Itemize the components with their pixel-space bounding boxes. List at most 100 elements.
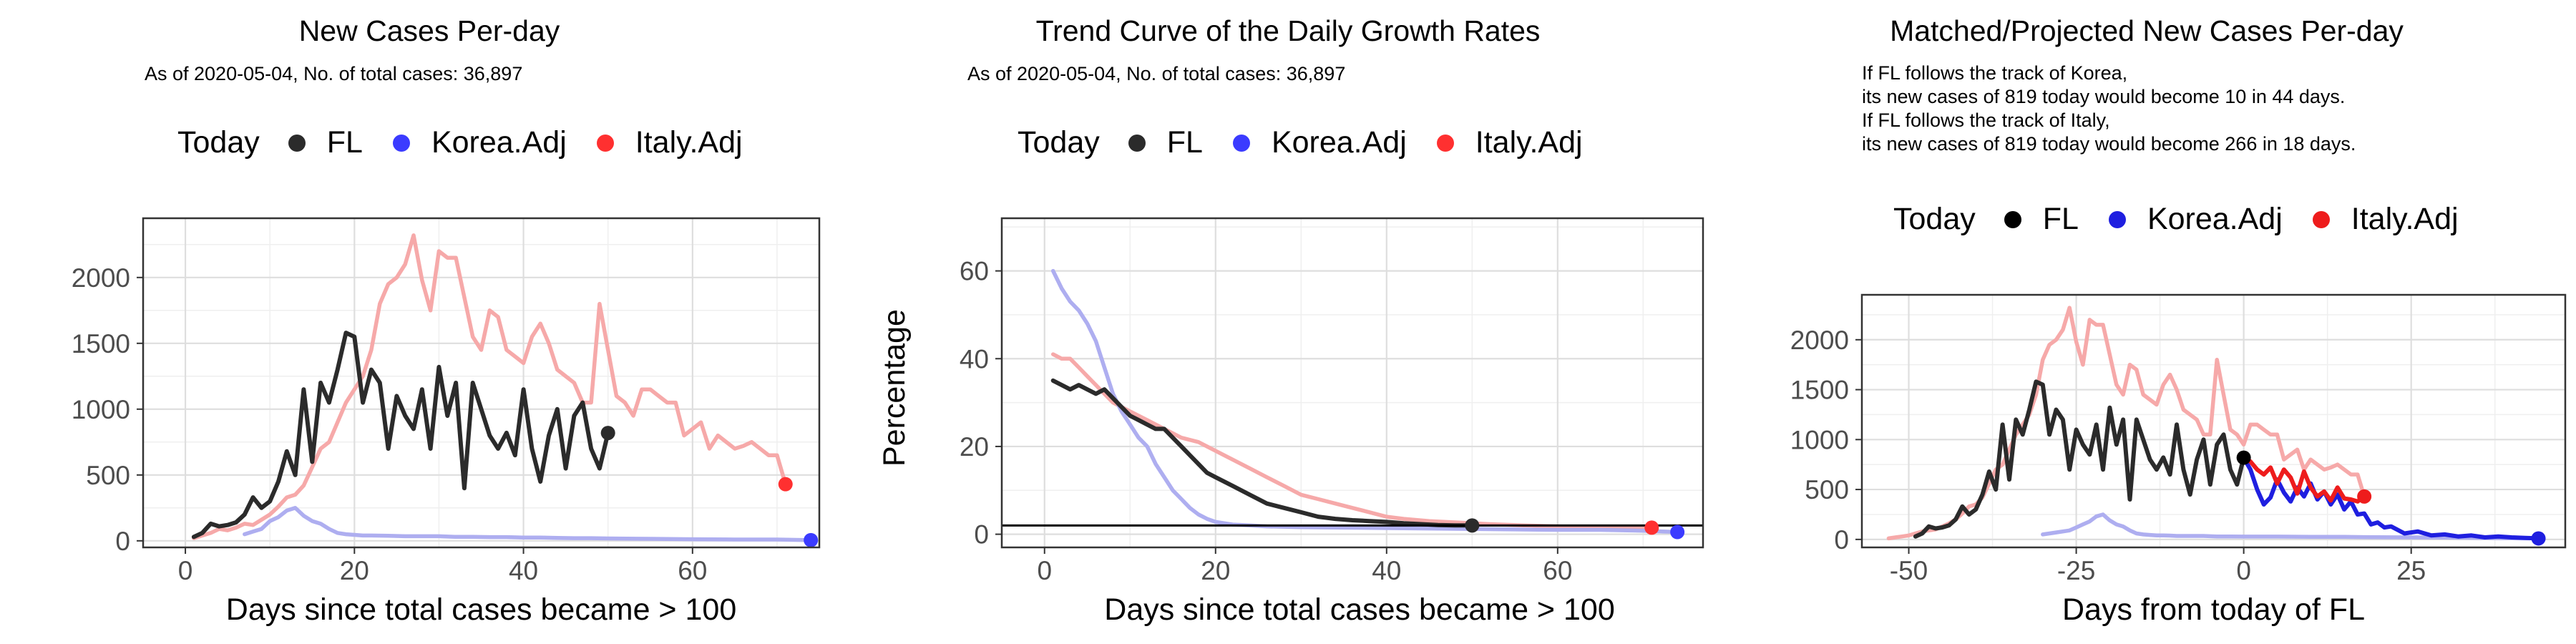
chart-title: Matched/Projected New Cases Per-day <box>1890 14 2404 47</box>
legend-label-fl: FL <box>1166 125 1203 160</box>
legend-dot-fl <box>2004 210 2021 228</box>
plot-layer: 0 20 40 60 0 500 1000 1500 2000 <box>72 217 821 585</box>
note-line: If FL follows the track of Korea, <box>1862 62 2128 84</box>
today-point-fl <box>600 426 615 441</box>
x-tick-label: -50 <box>1890 556 1928 585</box>
legend-dot-fl <box>1128 134 1146 152</box>
chart-legend: Today FL Korea.Adj Italy.Adj <box>1893 202 2489 237</box>
legend-dot-korea <box>392 134 410 152</box>
y-tick-label: 1000 <box>1790 425 1849 454</box>
series-line-italy-adj-projected <box>2241 455 2367 504</box>
note-line: its new cases of 819 today would become … <box>1862 86 2346 107</box>
series-line-fl <box>1050 378 1475 528</box>
plot-border <box>1000 217 1704 549</box>
today-point-korea-adj <box>2531 531 2546 546</box>
legend-dot-korea <box>1232 134 1250 152</box>
chart-subtitle: As of 2020-05-04, No. of total cases: 36… <box>145 63 523 84</box>
y-tick-label: 0 <box>1834 525 1849 555</box>
plot-border <box>1860 293 2567 549</box>
chart-panel-projected: Matched/Projected New Cases Per-day If F… <box>1717 0 2576 644</box>
y-tick-label: 0 <box>115 527 130 556</box>
legend-title: Today <box>1018 125 1100 160</box>
legend-dot-fl <box>288 134 306 152</box>
x-tick-label: 0 <box>1037 556 1052 585</box>
today-point-korea-adj <box>1670 525 1685 540</box>
x-tick-label: 0 <box>178 556 193 585</box>
x-tick-label: 20 <box>1201 556 1230 585</box>
series-line-korea-adj-projected <box>2241 455 2541 541</box>
legend-item-korea: Korea.Adj <box>392 125 567 160</box>
y-tick-label: 500 <box>86 461 130 490</box>
legend-dot-italy <box>1436 134 1454 152</box>
series-line-italy-adj <box>1886 306 2366 541</box>
series-line-korea-adj <box>1050 268 1679 535</box>
chart-legend: Today FL Korea.Adj Italy.Adj <box>177 125 773 160</box>
legend-label-korea: Korea.Adj <box>1271 125 1407 160</box>
legend-item-korea: Korea.Adj <box>2108 202 2283 237</box>
chart-subtitle: As of 2020-05-04, No. of total cases: 36… <box>967 63 1346 84</box>
legend-label-italy: Italy.Adj <box>1475 125 1583 160</box>
plot-layer: 0 20 40 60 0 20 40 60 <box>960 217 1704 585</box>
legend-dot-italy <box>596 134 614 152</box>
legend-item-fl: FL <box>1128 125 1203 160</box>
today-point-italy-adj <box>778 477 793 492</box>
y-tick-label: 1000 <box>72 395 130 424</box>
x-tick-label: -25 <box>2057 556 2095 585</box>
plot-border <box>142 217 821 549</box>
chart-plot: 0 20 40 60 0 20 40 60 <box>960 217 1704 585</box>
y-tick-label: 40 <box>960 344 989 374</box>
legend-item-korea: Korea.Adj <box>1232 125 1407 160</box>
y-tick-label: 1500 <box>1790 376 1849 405</box>
x-tick-label: 25 <box>2396 556 2426 585</box>
y-tick-label: 60 <box>960 257 989 286</box>
y-tick-label: 1500 <box>72 329 130 358</box>
legend-label-italy: Italy.Adj <box>635 125 743 160</box>
x-axis-label: Days since total cases became > 100 <box>225 592 737 627</box>
x-tick-label: 0 <box>2236 556 2251 585</box>
today-point-italy-adj <box>1644 520 1659 535</box>
legend-label-fl: FL <box>2042 202 2079 236</box>
series-line-fl <box>191 331 610 540</box>
chart-title: New Cases Per-day <box>298 14 560 47</box>
legend-item-italy: Italy.Adj <box>1436 125 1583 160</box>
legend-label-korea: Korea.Adj <box>2147 202 2283 236</box>
legend-item-italy: Italy.Adj <box>2312 202 2459 237</box>
legend-title: Today <box>1893 202 1976 236</box>
legend-title: Today <box>177 125 260 160</box>
series-line-italy-adj <box>1050 352 1654 530</box>
today-point-fl <box>1465 518 1480 533</box>
legend-dot-italy <box>2312 210 2330 228</box>
y-tick-label: 2000 <box>1790 326 1849 355</box>
today-point-italy-adj <box>2357 489 2372 504</box>
y-tick-label: 2000 <box>72 263 130 293</box>
legend-item-fl: FL <box>288 125 363 160</box>
legend-item-italy: Italy.Adj <box>596 125 743 160</box>
series-line-korea-adj <box>243 506 813 542</box>
y-tick-label: 20 <box>960 432 989 462</box>
x-tick-label: 40 <box>1372 556 1401 585</box>
x-tick-label: 60 <box>1543 556 1572 585</box>
chart-legend: Today FL Korea.Adj Italy.Adj <box>1018 125 1613 160</box>
today-point-fl <box>2236 450 2251 465</box>
x-axis-label: Days since total cases became > 100 <box>1104 592 1615 627</box>
chart-panel-growth-rates: Trend Curve of the Daily Growth Rates As… <box>859 0 1717 644</box>
x-tick-label: 40 <box>509 556 538 585</box>
legend-label-fl: FL <box>326 125 363 160</box>
chart-panel-new-cases: New Cases Per-day As of 2020-05-04, No. … <box>0 0 859 644</box>
series-line-fl <box>1913 379 2246 539</box>
legend-label-korea: Korea.Adj <box>431 125 567 160</box>
today-point-korea-adj <box>804 532 819 547</box>
x-axis-label: Days from today of FL <box>2062 592 2365 627</box>
x-tick-label: 20 <box>340 556 369 585</box>
y-tick-label: 500 <box>1805 475 1849 504</box>
note-line: its new cases of 819 today would become … <box>1862 133 2356 155</box>
legend-dot-korea <box>2108 210 2126 228</box>
legend-label-italy: Italy.Adj <box>2351 202 2459 236</box>
chart-plot: 0 20 40 60 0 500 1000 1500 2000 <box>72 217 821 585</box>
series-line-italy-adj <box>192 233 788 540</box>
projection-note: If FL follows the track of Korea, its ne… <box>1862 62 2356 156</box>
y-tick-label: 0 <box>974 520 989 550</box>
y-axis-label: Percentage <box>877 309 912 467</box>
